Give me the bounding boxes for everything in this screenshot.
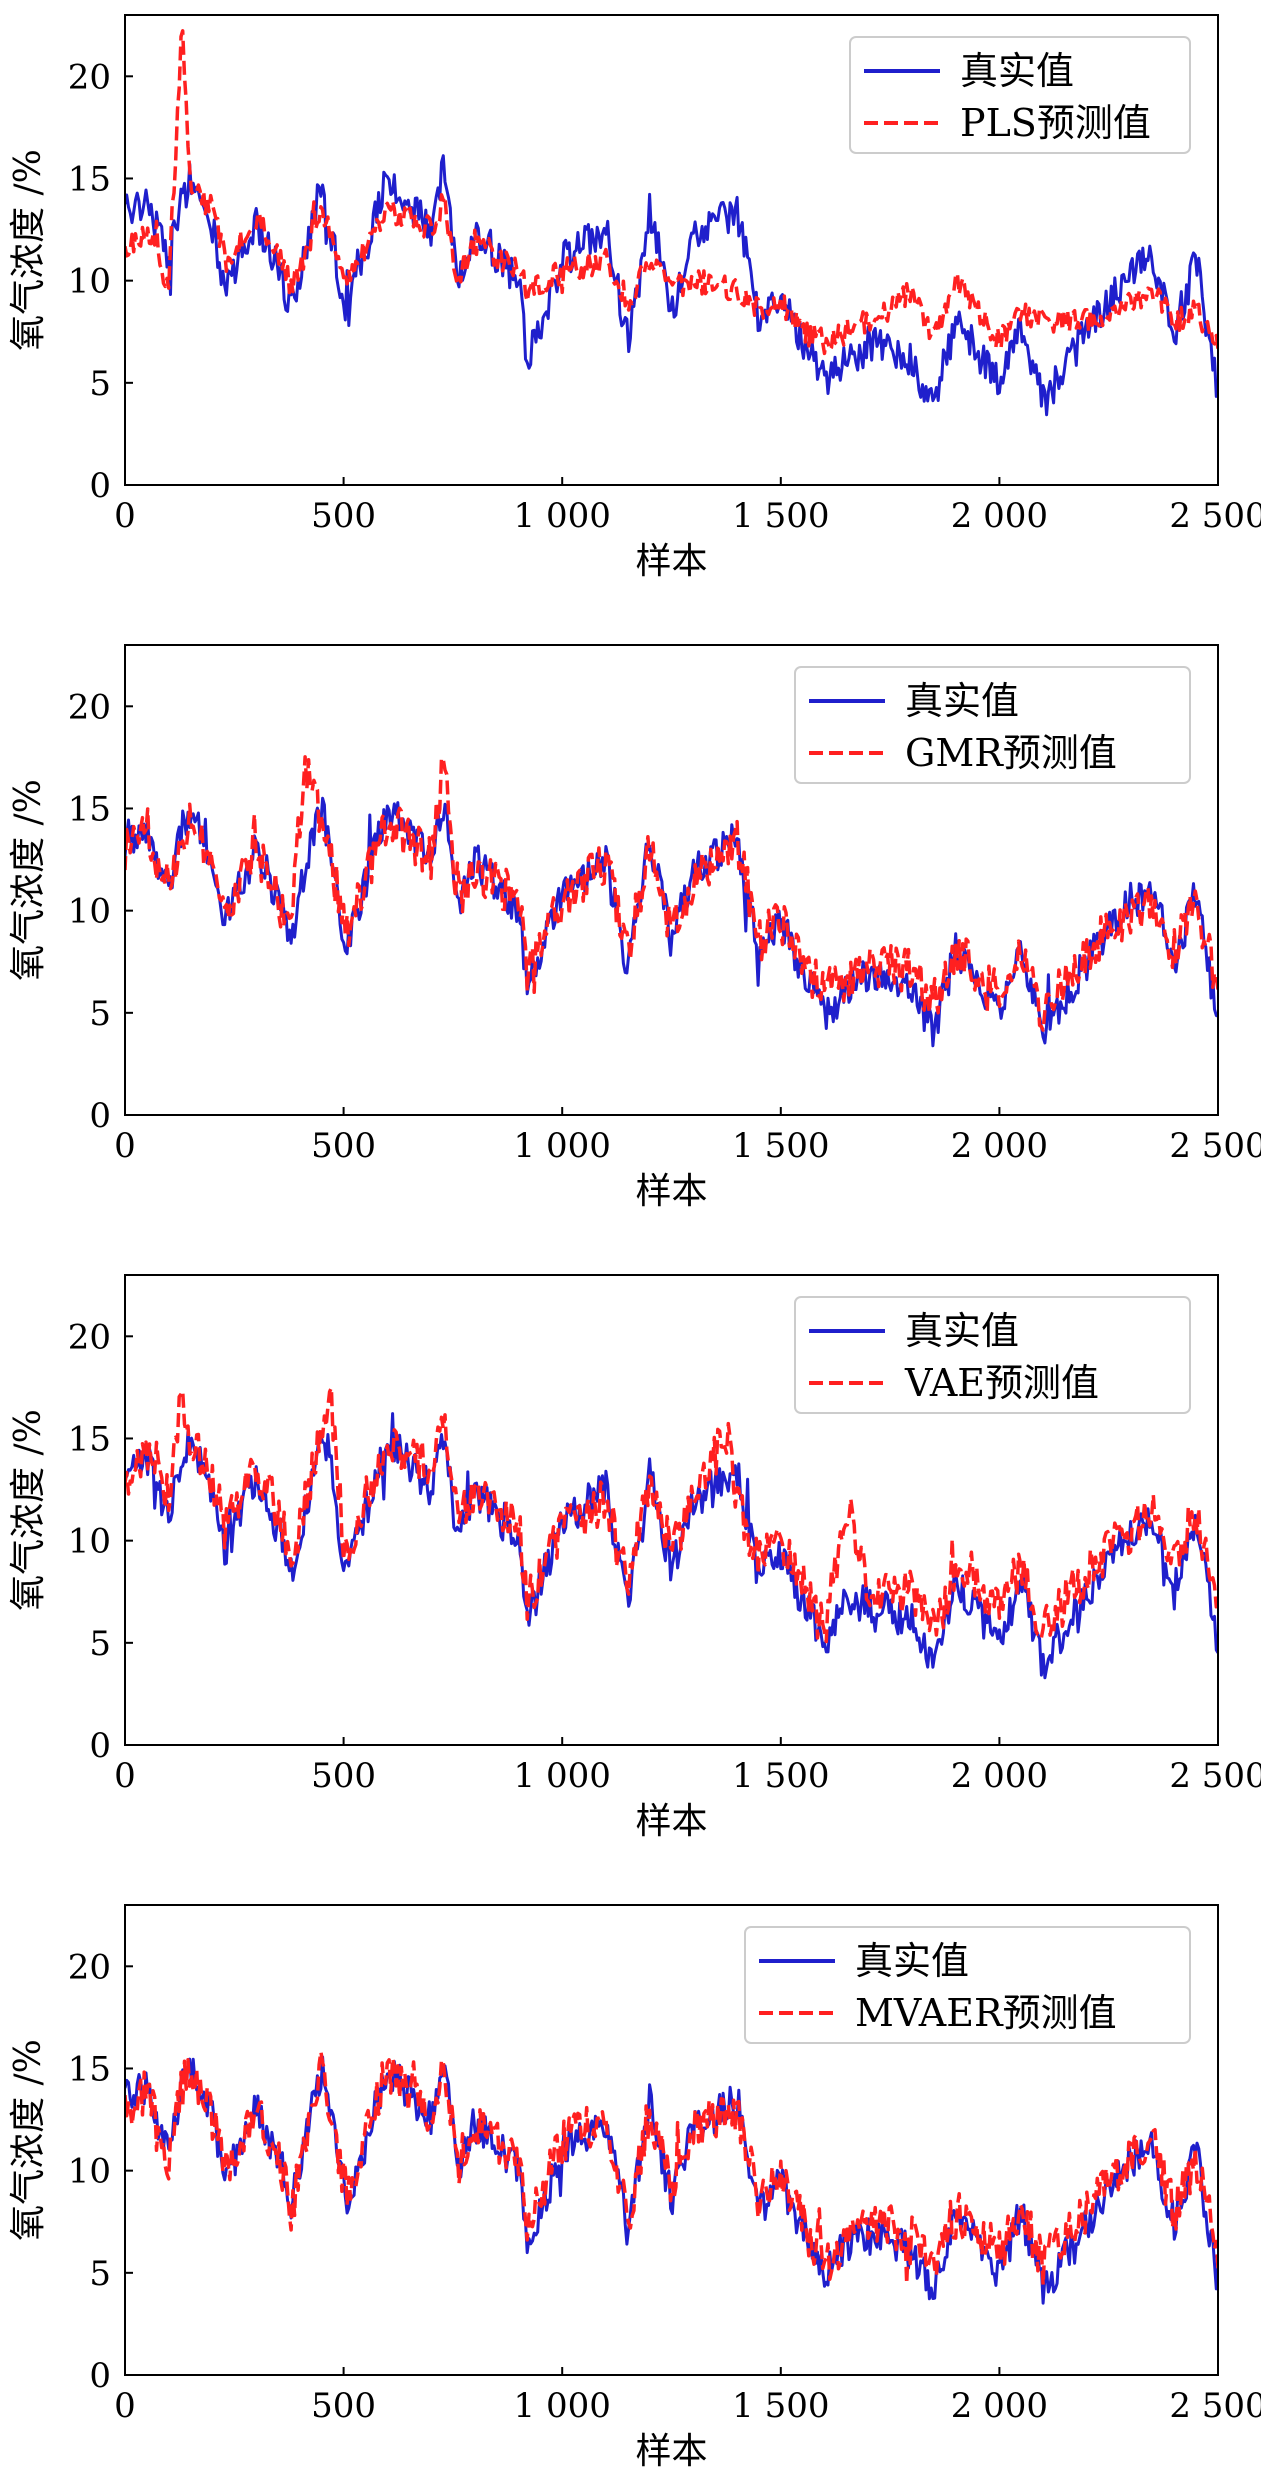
y-tick-label: 10 bbox=[68, 1522, 111, 1562]
y-tick-label: 0 bbox=[89, 1096, 111, 1136]
legend-box bbox=[744, 1926, 1191, 2044]
legend: 真实值 VAE预测值 bbox=[794, 1296, 1191, 1414]
y-tick-label: 20 bbox=[68, 57, 111, 97]
y-tick-label: 10 bbox=[68, 892, 111, 932]
y-tick-label: 5 bbox=[89, 994, 111, 1034]
legend-box bbox=[794, 1296, 1191, 1414]
x-tick-label: 1 500 bbox=[732, 496, 829, 536]
x-tick-label: 500 bbox=[311, 1756, 376, 1796]
y-tick-label: 20 bbox=[68, 1947, 111, 1987]
y-tick-label: 0 bbox=[89, 2356, 111, 2396]
legend-label-true: 真实值 bbox=[960, 49, 1074, 93]
x-tick-label: 0 bbox=[114, 1756, 136, 1796]
chart-panel-2: 0 500 1 000 1 500 2 000 2 500 0 5 10 15 20 样本 氧气浓度 /… bbox=[8, 644, 1261, 1212]
y-tick-label: 15 bbox=[68, 2049, 111, 2089]
legend-label-true: 真实值 bbox=[905, 679, 1019, 723]
y-tick-label: 15 bbox=[68, 789, 111, 829]
x-axis-label: 样本 bbox=[635, 2431, 707, 2472]
legend: 真实值 GMR预测值 bbox=[794, 666, 1191, 784]
x-tick-label: 0 bbox=[114, 2386, 136, 2426]
plot-frame bbox=[124, 14, 1219, 486]
legend-label-pred: GMR预测值 bbox=[905, 731, 1117, 775]
series-line-true bbox=[125, 796, 1218, 1048]
legend: 真实值 MVAER预测值 bbox=[744, 1926, 1191, 2044]
series-line-pred bbox=[125, 2049, 1218, 2287]
x-tick-label: 500 bbox=[311, 1126, 376, 1166]
legend-label-true: 真实值 bbox=[905, 1309, 1019, 1353]
x-tick-label: 2 500 bbox=[1169, 496, 1261, 536]
x-tick-label: 2 000 bbox=[951, 1756, 1048, 1796]
y-tick-label: 20 bbox=[68, 1317, 111, 1357]
legend-label-pred: MVAER预测值 bbox=[855, 1991, 1117, 2035]
plot-frame bbox=[124, 1904, 1219, 2376]
y-tick-label: 5 bbox=[89, 1624, 111, 1664]
x-axis-label: 样本 bbox=[635, 1801, 707, 1842]
x-tick-label: 2 500 bbox=[1169, 1756, 1261, 1796]
x-tick-label: 1 500 bbox=[732, 1756, 829, 1796]
y-tick-label: 10 bbox=[68, 2152, 111, 2192]
x-tick-label: 1 000 bbox=[514, 1756, 611, 1796]
legend-label-pred: VAE预测值 bbox=[904, 1361, 1099, 1405]
x-tick-label: 2 000 bbox=[951, 1126, 1048, 1166]
chart-panel-1: 0 500 1 000 1 500 2 000 2 500 0 5 10 15 20 样本 氧气浓度 /… bbox=[8, 14, 1261, 582]
x-tick-label: 500 bbox=[311, 496, 376, 536]
x-tick-label: 1 000 bbox=[514, 2386, 611, 2426]
y-axis-label: 氧气浓度 /% bbox=[8, 149, 49, 351]
legend-label-pred: PLS预测值 bbox=[960, 101, 1151, 145]
legend-label-true: 真实值 bbox=[855, 1939, 969, 1983]
x-tick-label: 1 000 bbox=[514, 1126, 611, 1166]
y-tick-label: 0 bbox=[89, 1726, 111, 1766]
series-line-pred bbox=[125, 1385, 1218, 1644]
y-tick-label: 5 bbox=[89, 2254, 111, 2294]
x-tick-label: 0 bbox=[114, 496, 136, 536]
series-line-pred bbox=[125, 755, 1218, 1032]
y-tick-label: 15 bbox=[68, 1419, 111, 1459]
legend-box bbox=[794, 666, 1191, 784]
x-tick-label: 0 bbox=[114, 1126, 136, 1166]
x-axis-label: 样本 bbox=[635, 1171, 707, 1212]
y-tick-label: 15 bbox=[68, 159, 111, 199]
x-tick-label: 2 500 bbox=[1169, 1126, 1261, 1166]
y-axis-label: 氧气浓度 /% bbox=[8, 1409, 49, 1611]
series-line-pred bbox=[125, 29, 1218, 356]
legend: 真实值 PLS预测值 bbox=[849, 36, 1191, 154]
series-line-true bbox=[125, 154, 1218, 417]
x-tick-label: 2 000 bbox=[951, 496, 1048, 536]
y-axis-label: 氧气浓度 /% bbox=[8, 779, 49, 981]
plot-frame bbox=[124, 644, 1219, 1116]
x-axis-label: 样本 bbox=[635, 541, 707, 582]
x-tick-label: 1 000 bbox=[514, 496, 611, 536]
series-line-true bbox=[125, 2055, 1218, 2305]
x-tick-label: 2 500 bbox=[1169, 2386, 1261, 2426]
y-tick-label: 10 bbox=[68, 262, 111, 302]
chart-panel-3: 0 500 1 000 1 500 2 000 2 500 0 5 10 15 20 样本 氧气浓度 /… bbox=[8, 1274, 1261, 1842]
x-tick-label: 1 500 bbox=[732, 2386, 829, 2426]
x-tick-label: 2 000 bbox=[951, 2386, 1048, 2426]
x-tick-label: 500 bbox=[311, 2386, 376, 2426]
y-tick-label: 20 bbox=[68, 687, 111, 727]
plot-frame bbox=[124, 1274, 1219, 1746]
y-tick-label: 0 bbox=[89, 466, 111, 506]
x-tick-label: 1 500 bbox=[732, 1126, 829, 1166]
y-axis-label: 氧气浓度 /% bbox=[8, 2039, 49, 2241]
chart-panel-4: 0 500 1 000 1 500 2 000 2 500 0 5 10 15 20 样本 氧气浓度 /… bbox=[8, 1904, 1261, 2472]
y-tick-label: 5 bbox=[89, 364, 111, 404]
